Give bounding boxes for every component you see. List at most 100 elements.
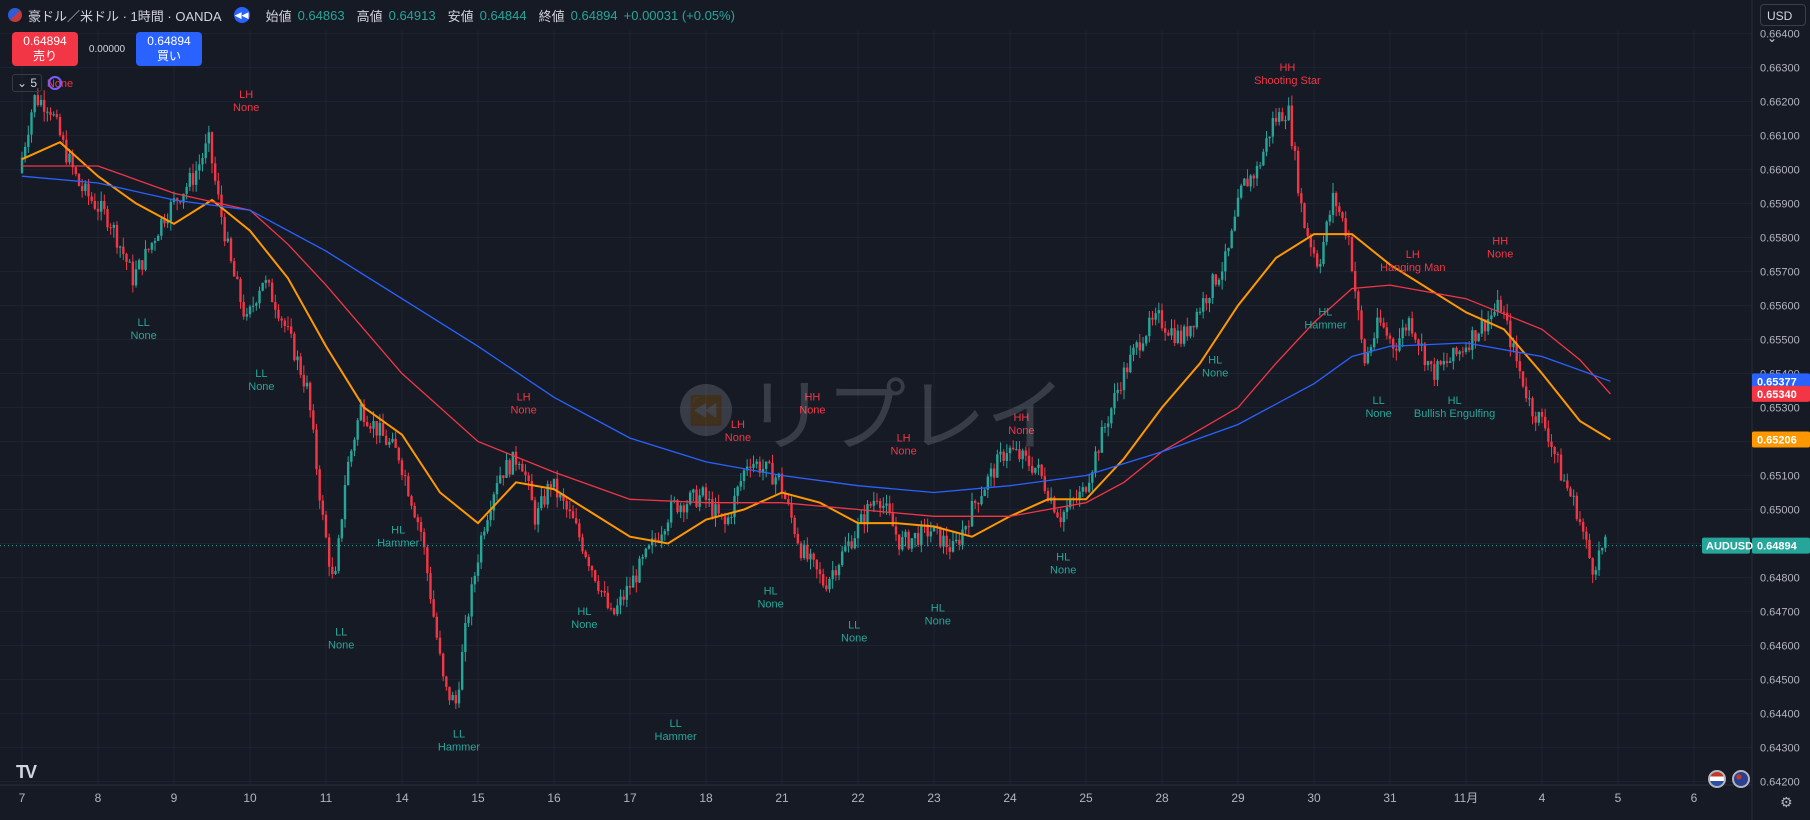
candle-body — [1015, 449, 1018, 451]
candle-body — [840, 551, 844, 566]
candle-body — [1148, 317, 1151, 337]
candle-body — [1084, 487, 1088, 492]
candle-body — [844, 546, 847, 552]
candle-body — [381, 422, 385, 436]
candle-body — [967, 526, 971, 528]
candle-body — [80, 185, 84, 192]
candle-body — [1585, 531, 1588, 540]
candle-body — [1423, 343, 1427, 366]
candle-body — [498, 475, 502, 484]
currency-pair-icon — [8, 8, 22, 22]
candle-body — [391, 438, 394, 442]
candle-body — [1005, 453, 1009, 461]
x-tick-label: 11月 — [1454, 791, 1478, 805]
candle-body — [859, 514, 863, 523]
candle-body — [77, 173, 81, 186]
candle-body — [448, 686, 451, 701]
candle-body — [476, 562, 480, 576]
candle-body — [1328, 214, 1332, 222]
y-tick-label: 0.65300 — [1760, 403, 1800, 415]
candle-body — [1170, 328, 1173, 336]
candle-body — [1201, 298, 1205, 312]
sell-button[interactable]: 0.64894 売り — [12, 32, 78, 66]
candle-body — [1591, 558, 1594, 575]
pattern-label: Hammer — [1304, 320, 1347, 332]
candle-body — [365, 421, 369, 427]
candle-body — [714, 504, 717, 517]
candle-body — [1499, 299, 1503, 312]
candle-body — [736, 486, 739, 496]
candle-body — [612, 608, 616, 615]
candle-body — [71, 153, 74, 168]
buy-price: 0.64894 — [147, 34, 191, 48]
candle-body — [1271, 118, 1275, 137]
candle-body — [1341, 212, 1344, 219]
candle-body — [1034, 467, 1037, 473]
candle-body — [1113, 393, 1116, 409]
currency-select[interactable]: USD ⌄ — [1760, 4, 1806, 45]
candle-body — [1331, 192, 1335, 215]
symbol-title[interactable]: 豪ドル／米ドル · 1時間 · OANDA — [28, 8, 222, 24]
candle-body — [821, 574, 825, 586]
candle-body — [1151, 317, 1154, 320]
candle-body — [400, 460, 404, 476]
candle-body — [324, 514, 328, 538]
candle-body — [1414, 333, 1417, 340]
candle-body — [1436, 361, 1439, 380]
buy-button[interactable]: 0.64894 買い — [136, 32, 202, 66]
candle-body — [1116, 389, 1119, 394]
candle-body — [590, 566, 594, 571]
candle-body — [1303, 203, 1306, 229]
au-flag-icon[interactable] — [1732, 770, 1750, 788]
candle-body — [236, 276, 239, 280]
x-tick-label: 11 — [320, 791, 333, 805]
pattern-label: None — [1202, 367, 1228, 379]
candle-body — [536, 508, 540, 525]
candle-body — [945, 535, 948, 548]
candle-body — [125, 254, 128, 262]
candle-body — [929, 531, 933, 537]
swing-label: HH — [804, 392, 820, 404]
candle-body — [983, 489, 986, 497]
candle-body — [144, 248, 147, 270]
pattern-label: Bullish Engulfing — [1414, 408, 1495, 420]
candle-body — [904, 531, 907, 538]
candle-body — [1043, 476, 1047, 492]
candle-body — [549, 484, 553, 488]
candle-body — [483, 531, 486, 536]
candle-body — [986, 476, 990, 490]
gear-icon[interactable]: ⚙ — [1780, 794, 1793, 810]
candle-body — [52, 114, 55, 116]
candle-body — [1521, 371, 1525, 387]
indicator-count-box[interactable]: ⌄ 5 — [12, 74, 43, 92]
candle-body — [847, 541, 850, 547]
candle-body — [723, 516, 727, 525]
candle-body — [1401, 327, 1404, 339]
candle-body — [996, 454, 999, 478]
indicator-toggle[interactable]: ⌄ 5 — [12, 74, 63, 92]
candle-body — [229, 238, 233, 262]
candle-body — [828, 578, 831, 590]
currency-flags — [1708, 770, 1750, 788]
candle-body — [1239, 185, 1243, 198]
candle-body — [964, 526, 967, 530]
us-flag-icon[interactable] — [1708, 770, 1726, 788]
pattern-label: Shooting Star — [1254, 75, 1321, 87]
candle-body — [907, 531, 910, 549]
candle-body — [1198, 311, 1202, 313]
candle-body — [460, 652, 464, 690]
candle-body — [980, 496, 983, 505]
pattern-label: Hammer — [377, 537, 420, 549]
indicator-settings-icon[interactable] — [48, 76, 63, 90]
replay-mode-icon[interactable]: ◀◀ — [233, 7, 250, 23]
candle-body — [321, 500, 325, 515]
candle-body — [606, 592, 610, 609]
candle-body — [1277, 112, 1281, 122]
price-label: 0.65340 — [1757, 389, 1797, 401]
candle-body — [1100, 427, 1104, 453]
candle-body — [356, 420, 359, 440]
candle-body — [837, 565, 841, 576]
candle-body — [1046, 491, 1050, 502]
candle-body — [1334, 192, 1338, 207]
